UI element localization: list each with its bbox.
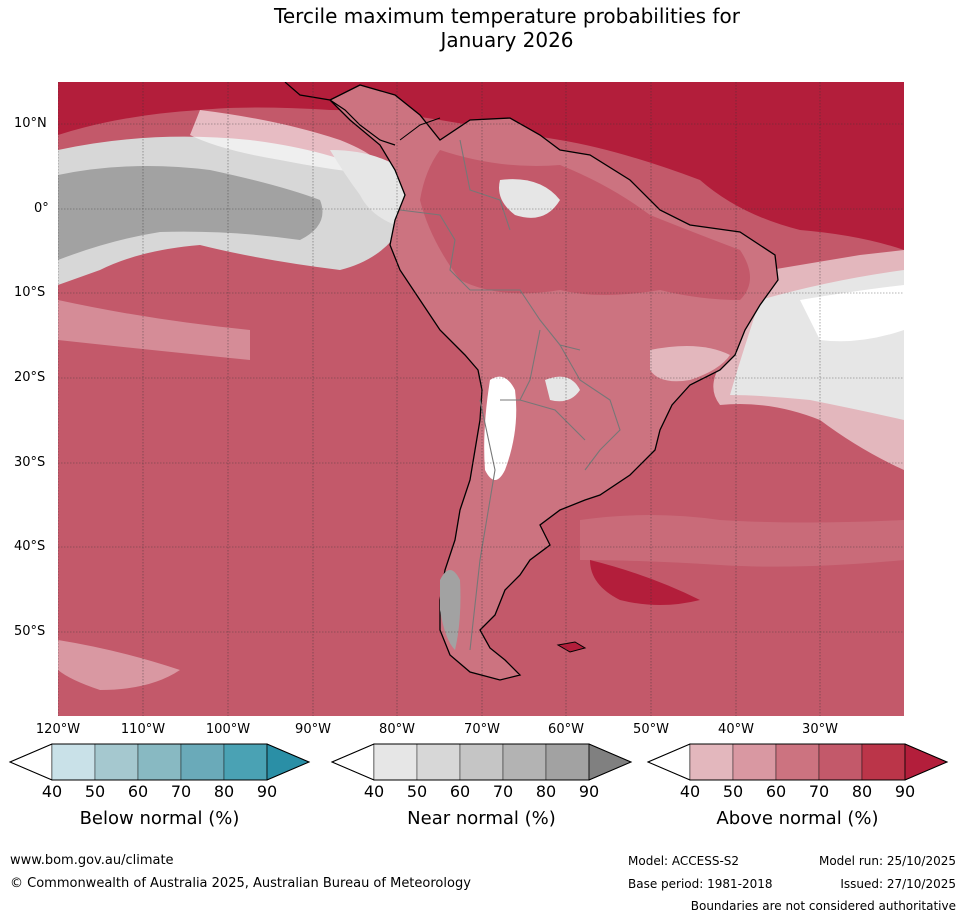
lat-label-10n: 10°N bbox=[14, 116, 47, 131]
region-andes-white bbox=[484, 376, 517, 480]
region-brazil-coast-light bbox=[650, 346, 730, 382]
lat-label-10s: 10°S bbox=[14, 285, 46, 300]
model-run-text: Model run: 25/10/2025 bbox=[818, 854, 956, 868]
above-tick-80: 80 bbox=[851, 782, 873, 801]
above-colorbar-segment-4 bbox=[818, 743, 863, 781]
near-tick-40: 40 bbox=[363, 782, 385, 801]
below-colorbar-segment-5 bbox=[223, 743, 268, 781]
below-colorbar-segment-2 bbox=[94, 743, 139, 781]
above-colorbar-high-arrow bbox=[904, 743, 949, 781]
region-white-pacific bbox=[190, 110, 382, 175]
lon-label-80w: 80°W bbox=[379, 722, 415, 737]
region-above-60-south-pacific bbox=[58, 300, 250, 360]
near-colorbar-frame bbox=[330, 743, 633, 781]
title-line-1: Tercile maximum temperature probabilitie… bbox=[274, 4, 740, 28]
near-colorbar-segment-1 bbox=[373, 743, 418, 781]
lon-label-30w: 30°W bbox=[802, 722, 838, 737]
model-text: Model: ACCESS-S2 bbox=[628, 854, 740, 868]
near-tick-70: 70 bbox=[492, 782, 514, 801]
near-colorbar-segment-4 bbox=[502, 743, 547, 781]
colorbar-below bbox=[8, 743, 311, 781]
below-tick-50: 50 bbox=[84, 782, 106, 801]
below-tick-80: 80 bbox=[213, 782, 235, 801]
lon-label-70w: 70°W bbox=[464, 722, 500, 737]
colorbar-above bbox=[646, 743, 949, 781]
region-above-70-south-atlantic bbox=[580, 515, 904, 567]
base-period-text: Base period: 1981-2018 bbox=[628, 877, 773, 891]
near-tick-60: 60 bbox=[449, 782, 471, 801]
below-tick-70: 70 bbox=[170, 782, 192, 801]
near-colorbar-segment-2 bbox=[416, 743, 461, 781]
title-line-2: January 2026 bbox=[440, 28, 574, 52]
lat-label-50s: 50°S bbox=[14, 624, 46, 639]
lon-label-90w: 90°W bbox=[295, 722, 331, 737]
above-colorbar-segment-5 bbox=[861, 743, 906, 781]
below-colorbar-low-arrow bbox=[8, 743, 53, 781]
region-patagonia-near bbox=[440, 570, 461, 650]
near-tick-90: 90 bbox=[578, 782, 600, 801]
below-colorbar-segment-3 bbox=[137, 743, 182, 781]
near-colorbar-segment-5 bbox=[545, 743, 590, 781]
region-white-atlantic bbox=[800, 285, 904, 342]
lon-label-120w: 120°W bbox=[35, 722, 81, 737]
region-near-80-pacific bbox=[58, 166, 323, 260]
lon-label-60w: 60°W bbox=[548, 722, 584, 737]
near-colorbar-low-arrow bbox=[330, 743, 375, 781]
above-tick-40: 40 bbox=[679, 782, 701, 801]
below-colorbar-segment-1 bbox=[51, 743, 96, 781]
website-link[interactable]: www.bom.gov.au/climate bbox=[10, 853, 174, 868]
caribbean-coast bbox=[399, 117, 441, 141]
above-colorbar-segment-2 bbox=[732, 743, 777, 781]
below-colorbar-frame bbox=[8, 743, 311, 781]
above-colorbar-frame bbox=[646, 743, 949, 781]
above-tick-60: 60 bbox=[765, 782, 787, 801]
below-tick-90: 90 bbox=[256, 782, 278, 801]
lat-label-0: 0° bbox=[34, 201, 49, 216]
central-america-coast bbox=[284, 82, 396, 146]
lon-label-50w: 50°W bbox=[633, 722, 669, 737]
region-above-90-south-atlantic bbox=[590, 560, 700, 605]
chart-title: Tercile maximum temperature probabilitie… bbox=[0, 4, 965, 52]
region-above-60-south-west bbox=[58, 640, 180, 690]
near-colorbar-high-arrow bbox=[588, 743, 633, 781]
colorbar-near bbox=[330, 743, 633, 781]
below-normal-title: Below normal (%) bbox=[79, 808, 240, 829]
below-colorbar-high-arrow bbox=[266, 743, 311, 781]
below-tick-60: 60 bbox=[127, 782, 149, 801]
near-tick-80: 80 bbox=[535, 782, 557, 801]
above-normal-title: Above normal (%) bbox=[716, 808, 879, 829]
above-tick-50: 50 bbox=[722, 782, 744, 801]
country-borders bbox=[399, 139, 621, 651]
above-colorbar-segment-1 bbox=[689, 743, 734, 781]
graticule bbox=[58, 82, 904, 716]
copyright-text: © Commonwealth of Australia 2025, Austra… bbox=[10, 876, 471, 891]
lon-label-110w: 110°W bbox=[120, 722, 166, 737]
region-chaco-near bbox=[545, 376, 580, 402]
lon-label-100w: 100°W bbox=[205, 722, 251, 737]
above-tick-70: 70 bbox=[808, 782, 830, 801]
below-tick-40: 40 bbox=[41, 782, 63, 801]
lat-label-20s: 20°S bbox=[14, 370, 46, 385]
near-colorbar-segment-3 bbox=[459, 743, 504, 781]
region-guiana-near bbox=[499, 179, 560, 218]
lon-label-40w: 40°W bbox=[718, 722, 754, 737]
issued-text: Issued: 27/10/2025 bbox=[840, 877, 956, 891]
map-field bbox=[58, 82, 904, 716]
region-near-coast bbox=[330, 150, 413, 225]
above-tick-90: 90 bbox=[894, 782, 916, 801]
disclaimer-text: Boundaries are not considered authoritat… bbox=[690, 899, 956, 913]
lat-label-40s: 40°S bbox=[14, 539, 46, 554]
near-tick-50: 50 bbox=[406, 782, 428, 801]
below-colorbar-segment-4 bbox=[180, 743, 225, 781]
above-colorbar-segment-3 bbox=[775, 743, 820, 781]
lat-label-30s: 30°S bbox=[14, 455, 46, 470]
above-colorbar-low-arrow bbox=[646, 743, 691, 781]
near-normal-title: Near normal (%) bbox=[407, 808, 556, 829]
